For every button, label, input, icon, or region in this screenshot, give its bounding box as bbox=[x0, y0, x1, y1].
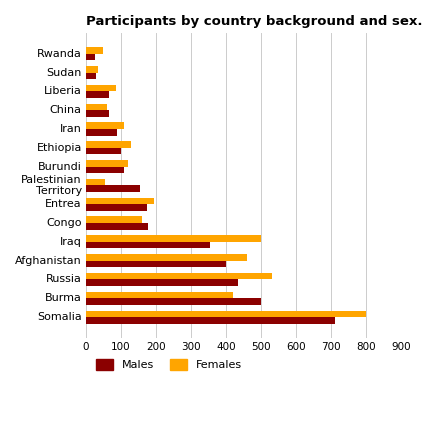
Bar bbox=[86, 242, 210, 249]
Bar bbox=[86, 129, 118, 135]
Bar bbox=[86, 223, 148, 230]
Bar bbox=[86, 261, 226, 267]
Bar bbox=[86, 179, 105, 185]
Bar bbox=[86, 216, 142, 223]
Bar bbox=[86, 317, 335, 324]
Bar bbox=[86, 66, 98, 73]
Bar bbox=[86, 204, 147, 211]
Bar bbox=[86, 141, 132, 148]
Bar bbox=[86, 47, 103, 54]
Bar bbox=[86, 279, 238, 286]
Bar bbox=[86, 185, 140, 192]
Bar bbox=[86, 298, 261, 305]
Bar bbox=[86, 167, 124, 173]
Bar bbox=[86, 273, 272, 279]
Bar bbox=[86, 54, 95, 60]
Bar bbox=[86, 254, 247, 261]
Text: Participants by country background and sex. 2007: Participants by country background and s… bbox=[86, 15, 426, 28]
Legend: Males, Females: Males, Females bbox=[92, 354, 247, 375]
Bar bbox=[86, 197, 154, 204]
Bar bbox=[86, 160, 128, 167]
Bar bbox=[86, 85, 116, 92]
Bar bbox=[86, 92, 109, 98]
Bar bbox=[86, 235, 261, 242]
Bar bbox=[86, 148, 121, 154]
Bar bbox=[86, 73, 96, 79]
Bar bbox=[86, 110, 109, 117]
Bar bbox=[86, 292, 233, 298]
Bar bbox=[86, 122, 124, 129]
Bar bbox=[86, 311, 366, 317]
Bar bbox=[86, 103, 107, 110]
